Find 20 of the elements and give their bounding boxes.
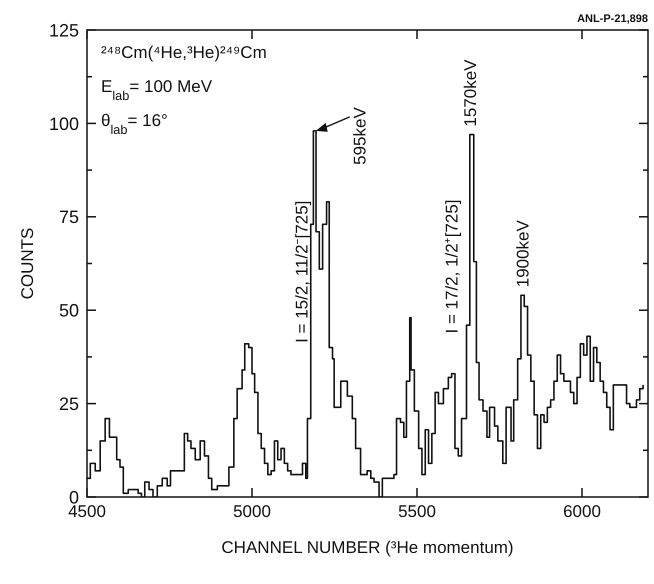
- text: ANL-P-21,898: [577, 13, 648, 25]
- y-tick-label: 125: [48, 20, 79, 40]
- y-tick-label: 100: [48, 114, 79, 134]
- x-tick-label: 5000: [233, 502, 271, 522]
- y-tick-label: 75: [58, 207, 79, 228]
- annotation: 595keV: [350, 106, 370, 165]
- x-tick-label: 5500: [398, 502, 436, 522]
- annotation: I = 15/2, 11/2⁻[725]: [292, 200, 311, 343]
- annotation: 1570keV: [460, 58, 480, 127]
- annotation: E$_{lab}$= 100 MeV: [101, 77, 213, 102]
- y-axis-title: COUNTS: [18, 228, 38, 300]
- annotation: I = 17/2, 1/2⁺[725]: [442, 199, 462, 334]
- x-axis-title: CHANNEL NUMBER (³He momentum): [221, 538, 514, 557]
- annotation: ²⁴⁸Cm(⁴He,³He)²⁴⁹Cm: [101, 43, 267, 62]
- annotation: 1900keV: [513, 219, 532, 288]
- y-tick-label: 50: [58, 300, 79, 321]
- y-tick-label: 25: [58, 394, 79, 414]
- x-tick-label: 4500: [68, 502, 106, 522]
- annotation: θ$_{lab}$= 16°: [101, 111, 168, 136]
- x-tick-label: 6000: [563, 502, 601, 522]
